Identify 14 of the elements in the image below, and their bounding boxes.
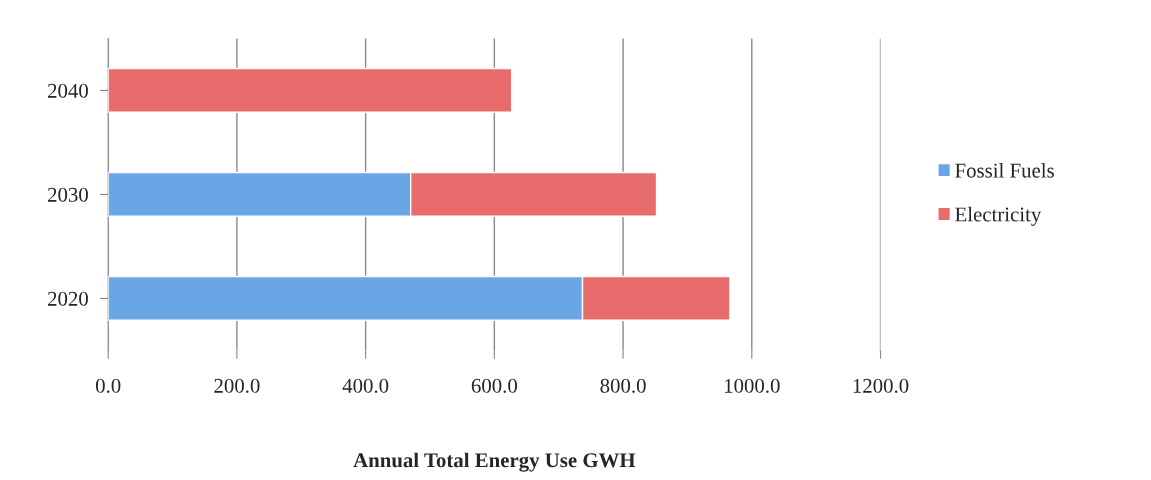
y-tick-label: 2040 [48,83,88,98]
y-tick-label: 2030 [48,187,88,202]
legend-label: Fossil Fuels [955,162,1054,178]
x-tick-label: 600.0 [471,378,517,393]
x-tick-label: 400.0 [342,378,389,393]
x-axis-title: Annual Total Energy Use GWH [353,452,636,472]
x-tick-label: 800.0 [600,378,646,393]
x-tick-label: 1000.0 [724,378,780,393]
legend-label: Electricity [955,206,1042,226]
x-tick-label: 1200.0 [853,378,909,393]
y-tick-label: 2020 [48,291,88,306]
bar [108,67,513,113]
x-tick-label: 200.0 [214,378,260,393]
x-tick-label: 0.0 [95,378,121,393]
